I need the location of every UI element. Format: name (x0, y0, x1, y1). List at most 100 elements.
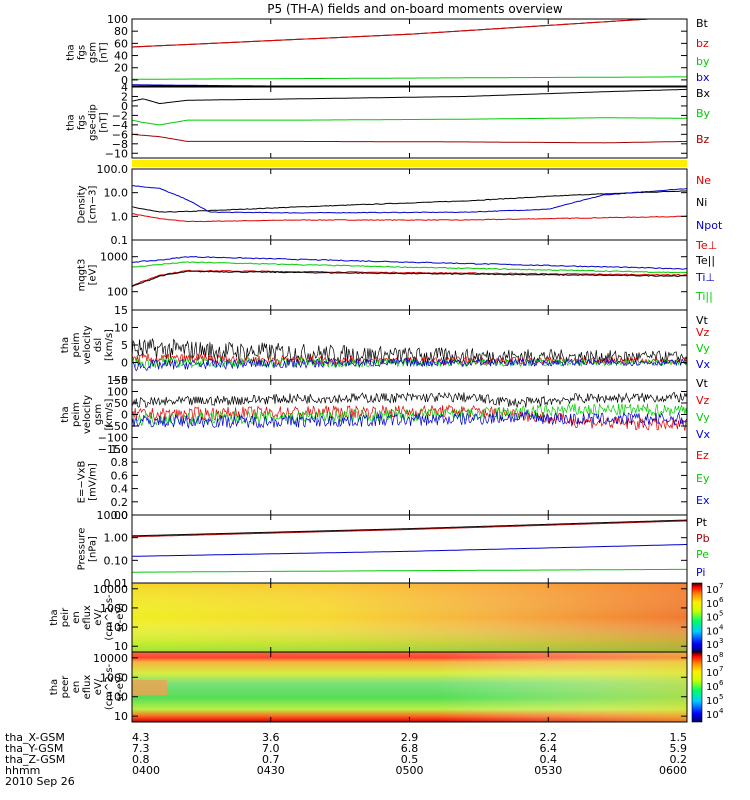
y-tick-label: 0 (121, 74, 128, 87)
footer-value: 1.5 (670, 731, 688, 744)
colorbar-tick-exponent: 8 (719, 651, 723, 659)
y-axis-label: (cm^2-s- (104, 594, 115, 641)
y-tick-label: 1000 (100, 671, 128, 684)
colorbar-tick-label: 10 (706, 640, 719, 651)
y-tick-label: 150 (107, 374, 128, 387)
y-axis-label: sr-eV) (115, 672, 126, 701)
footer-value: 6.8 (401, 742, 419, 755)
y-axis-label: tha (60, 337, 71, 353)
y-tick-label: 0 (121, 357, 128, 370)
y-axis-label: sr-eV) (115, 603, 126, 632)
colorbar-tick-label: 10 (706, 654, 719, 665)
y-axis-label: mqgt3 (77, 259, 88, 292)
legend-Vt: Vt (696, 314, 709, 327)
y-tick-label: 15 (114, 304, 128, 317)
y-tick-label: 0.2 (111, 496, 129, 509)
series-line-Pi (132, 544, 687, 557)
y-tick-label: 4 (121, 81, 128, 94)
footer-value: 6.4 (540, 742, 558, 755)
y-axis-label: eV/ (93, 678, 104, 695)
legend-Vz: Vz (696, 326, 710, 339)
y-tick-label: 50 (114, 397, 128, 410)
y-tick-label: 1.0 (111, 443, 129, 456)
panel-frame (131, 514, 688, 584)
legend-Te⊥: Te⊥ (695, 239, 717, 252)
colorbar-tick-exponent: 4 (719, 707, 724, 715)
footer-row-label: tha_Y-GSM (5, 742, 63, 755)
y-tick-label: 0 (121, 409, 128, 422)
footer-value: 4.3 (132, 731, 150, 744)
y-axis-label: peim (71, 402, 82, 427)
y-tick-label: −150 (98, 443, 128, 456)
y-axis-label: (cm^2-s- (104, 663, 115, 710)
legend-by: by (696, 55, 710, 68)
footer-value: 0400 (132, 764, 160, 777)
y-axis-label: gse-dip (88, 104, 99, 141)
series-line-Ne (131, 213, 688, 223)
y-axis-label: peer (60, 675, 71, 699)
legend-Bt: Bt (696, 17, 709, 30)
series-line-Pt (131, 519, 688, 537)
series-line-Vx (131, 409, 688, 429)
series-line-Te⊥ (131, 269, 688, 287)
series-line-By (131, 117, 687, 126)
footer-value: 0500 (396, 764, 424, 777)
colorbar-tick-label: 10 (706, 668, 719, 679)
footer-value: 0.4 (540, 753, 558, 766)
y-tick-label: 10 (114, 640, 128, 653)
footer-row-label: tha_Z-GSM (5, 753, 65, 766)
y-axis-label: en (71, 611, 82, 624)
series-line-Ti⊥ (132, 255, 688, 270)
y-axis-label: velocity (82, 395, 93, 434)
panel-3: Ne Ni Npot 100.0 10.0 1.0 0.1 Density [cm−3] (77, 163, 723, 247)
y-tick-label: 10.00 (97, 509, 129, 522)
y-axis-label: peim (71, 332, 82, 357)
y-axis-label: dsl (93, 338, 104, 352)
y-tick-label: 2 (121, 90, 128, 103)
panel-2: Bx By Bz 420−2−4−6−8−10 tha fgs gse-dip [nT] (66, 81, 711, 160)
series-line-Bx (131, 88, 687, 105)
series-line-Vt (131, 337, 688, 365)
y-tick-label: 0 (121, 100, 128, 113)
colorbar-tick-label: 10 (706, 710, 719, 721)
panel-7: Ez Ey Ex 1.00.80.60.40.20.0 E=−VxB [mV/m] (77, 443, 710, 522)
footer-row-label: tha_X-GSM (5, 731, 65, 744)
y-tick-label: −50 (105, 420, 128, 433)
colorbar-tick-exponent: 7 (719, 582, 723, 590)
y-tick-label: −10 (105, 147, 128, 160)
figure-title: P5 (TH-A) fields and on-board moments ov… (267, 2, 563, 16)
spectrogram-feature (132, 680, 167, 695)
footer-value: 7.3 (132, 742, 150, 755)
y-tick-label: 100 (107, 386, 128, 399)
y-axis-label: eV/ (93, 609, 104, 626)
footer-value: 0600 (659, 764, 687, 777)
y-tick-label: 100 (107, 286, 128, 299)
colorbar-tick-exponent: 6 (719, 596, 724, 604)
legend-By: By (696, 107, 711, 120)
legend-Vt: Vt (696, 377, 709, 390)
y-tick-label: 0.6 (111, 469, 129, 482)
y-axis-label: [mV/m] (88, 463, 99, 501)
y-tick-label: −2 (112, 109, 128, 122)
y-tick-label: 10.0 (104, 187, 129, 200)
series-line-Vx (131, 357, 688, 372)
y-axis-label: tha (66, 114, 77, 130)
y-axis-label: [cm−3] (88, 186, 99, 224)
footer-value: 2.2 (540, 731, 558, 744)
panel-frame (131, 18, 688, 87)
y-tick-label: 1.00 (104, 532, 129, 545)
legend-Vx: Vx (696, 428, 711, 441)
y-tick-label: 100 (107, 621, 128, 634)
y-axis-label: [nPa] (88, 536, 99, 562)
legend-bz: bz (696, 37, 709, 50)
y-axis-label: gsm (88, 42, 99, 63)
colorbar-tick-label: 10 (706, 682, 719, 693)
y-axis-label: gsm (93, 404, 104, 425)
legend-Npot: Npot (696, 219, 723, 232)
